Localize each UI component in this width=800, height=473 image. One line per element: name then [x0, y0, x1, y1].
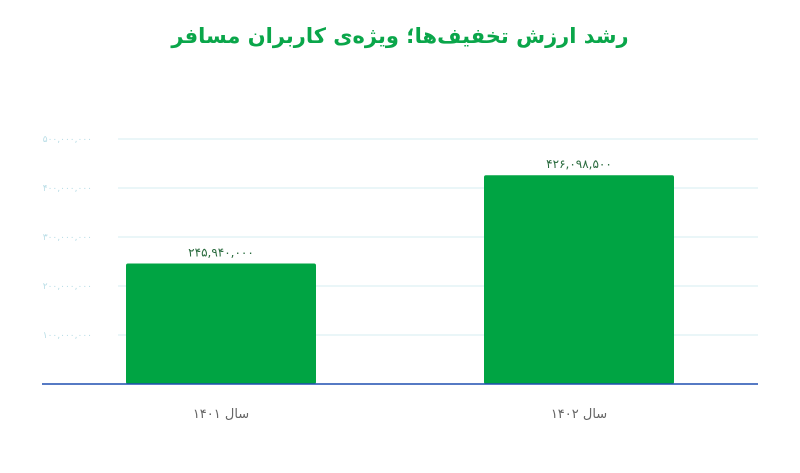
y-tick-label: ۲۰۰,۰۰۰,۰۰۰ [43, 282, 92, 292]
data-label-2: ۴۲۶,۰۹۸,۵۰۰ [546, 157, 612, 171]
y-tick-label: ۴۰۰,۰۰۰,۰۰۰ [43, 184, 92, 194]
category-label-1: سال ۱۴۰۱ [193, 407, 249, 422]
chart-title: رشد ارزش تخفیف‌ها؛ ویژه‌ی کاربران مسافر [171, 24, 629, 48]
bar-2 [484, 175, 674, 384]
bar-1 [126, 263, 316, 384]
category-label-2: سال ۱۴۰۲ [551, 407, 607, 422]
y-tick-label: ۱۰۰,۰۰۰,۰۰۰ [43, 331, 92, 341]
data-label-1: ۲۴۵,۹۴۰,۰۰۰ [188, 245, 254, 259]
y-tick-label: ۵۰۰,۰۰۰,۰۰۰ [43, 135, 92, 145]
y-tick-label: ۳۰۰,۰۰۰,۰۰۰ [43, 233, 92, 243]
